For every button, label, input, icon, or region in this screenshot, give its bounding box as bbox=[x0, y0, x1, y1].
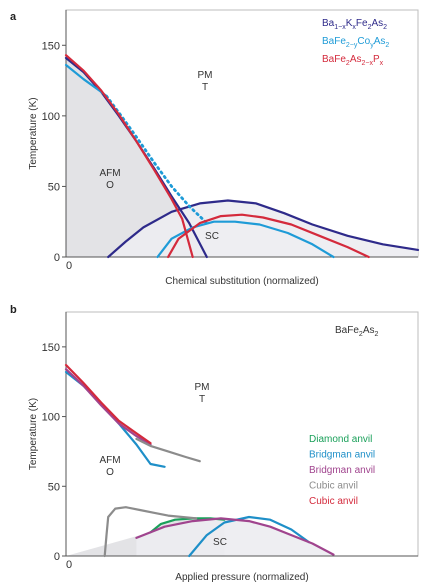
afm-region bbox=[66, 58, 207, 257]
subscript: 1−x bbox=[334, 24, 346, 31]
series-line-2-1 bbox=[167, 213, 370, 259]
y-axis-title: Temperature (K) bbox=[28, 97, 39, 169]
chart-panel-b: 0 50 100 150 0 Applied pressure (normalized) T… bbox=[10, 304, 419, 583]
text-run: Bridgman anvil bbox=[309, 450, 375, 461]
subscript: 2 bbox=[346, 60, 350, 67]
x-tick-label: 0 bbox=[66, 260, 72, 272]
y-tick-label: 50 bbox=[48, 181, 60, 193]
x-axis-title: Chemical substitution (normalized) bbox=[165, 276, 318, 287]
legend-entry-3: Cubic anvil bbox=[309, 481, 358, 492]
y-tick-label: 50 bbox=[48, 481, 60, 493]
region-label-sc: SC bbox=[213, 537, 227, 548]
text-run: Cubic anvil bbox=[309, 496, 358, 507]
subscript: y bbox=[370, 42, 374, 49]
subscript: 2 bbox=[374, 331, 378, 338]
legend-entry-1: Bridgman anvil bbox=[309, 450, 375, 461]
plot-area bbox=[65, 311, 419, 557]
text-run: Ba bbox=[322, 18, 335, 29]
text-run: BaFe bbox=[322, 36, 346, 47]
legend-entry-0: Diamond anvil bbox=[309, 434, 372, 445]
region-sublabel-afm: O bbox=[106, 180, 114, 191]
legend-entry-2: Bridgman anvil bbox=[309, 465, 375, 476]
panel-letter: a bbox=[10, 11, 17, 23]
series-line-1-1 bbox=[188, 515, 310, 558]
series-line-2-0 bbox=[64, 54, 194, 259]
text-run: BaFe bbox=[322, 54, 346, 65]
y-tick-label: 0 bbox=[54, 551, 60, 563]
subscript: x bbox=[352, 24, 356, 31]
y-tick-label: 150 bbox=[42, 342, 60, 354]
subscript: 2 bbox=[383, 24, 387, 31]
text-run: BaFe bbox=[335, 325, 359, 336]
region-label-sc: SC bbox=[205, 231, 219, 242]
y-tick-label: 150 bbox=[42, 40, 60, 52]
text-run: Bridgman anvil bbox=[309, 465, 375, 476]
text-run: As bbox=[363, 325, 375, 336]
text-run: As bbox=[374, 36, 386, 47]
text-run: Diamond anvil bbox=[309, 434, 372, 445]
text-run: Cubic anvil bbox=[309, 481, 358, 492]
y-axis-title: Temperature (K) bbox=[28, 398, 39, 470]
legend-entry-4: Cubic anvil bbox=[309, 496, 358, 507]
series-line-3-0 bbox=[103, 506, 198, 558]
region-label-afm: AFM bbox=[99, 455, 120, 466]
panel-letter: b bbox=[10, 304, 17, 316]
text-run: Fe bbox=[356, 18, 368, 29]
series-line-2-0 bbox=[64, 368, 152, 446]
series-line-3-1 bbox=[135, 437, 201, 463]
subscript: 2−y bbox=[346, 42, 358, 49]
legend-entry-1: BaFe2−yCoyAs2 bbox=[322, 36, 389, 49]
series-line-1-1 bbox=[105, 94, 209, 225]
chart-panel-a: 0 50 100 150 0 Chemical substitution (normali… bbox=[10, 9, 420, 287]
region-sublabel-afm: O bbox=[106, 467, 114, 478]
chart-title: BaFe2As2 bbox=[335, 325, 378, 338]
series-line-1-2 bbox=[156, 220, 335, 259]
text-run: Co bbox=[357, 36, 370, 47]
series-line-0-1 bbox=[107, 199, 420, 259]
sc-region bbox=[108, 200, 418, 257]
region-label-pm: PM bbox=[198, 70, 213, 81]
y-tick-label: 0 bbox=[54, 252, 60, 264]
series-line-4-0 bbox=[64, 363, 152, 445]
sc-region bbox=[136, 518, 334, 556]
y-tick-label: 100 bbox=[42, 111, 60, 123]
text-run: As bbox=[371, 18, 383, 29]
legend-entry-0: Ba1−xKxFe2As2 bbox=[322, 18, 387, 31]
region-label-afm: AFM bbox=[99, 168, 120, 179]
subscript: 2 bbox=[359, 331, 363, 338]
text-run: K bbox=[346, 18, 353, 29]
y-tick-label: 100 bbox=[42, 412, 60, 424]
text-run: P bbox=[373, 54, 380, 65]
region-sublabel-pm: T bbox=[199, 394, 205, 405]
subscript: 2 bbox=[368, 24, 372, 31]
subscript: x bbox=[380, 60, 384, 67]
text-run: As bbox=[350, 54, 362, 65]
x-axis-title: Applied pressure (normalized) bbox=[175, 572, 308, 583]
region-sublabel-pm: T bbox=[202, 82, 208, 93]
subscript: 2 bbox=[385, 42, 389, 49]
legend-entry-2: BaFe2As2−xPx bbox=[322, 54, 384, 67]
series-line-2-1 bbox=[135, 517, 335, 556]
subscript: 2−x bbox=[361, 60, 373, 67]
region-label-pm: PM bbox=[195, 382, 210, 393]
x-tick-label: 0 bbox=[66, 559, 72, 571]
